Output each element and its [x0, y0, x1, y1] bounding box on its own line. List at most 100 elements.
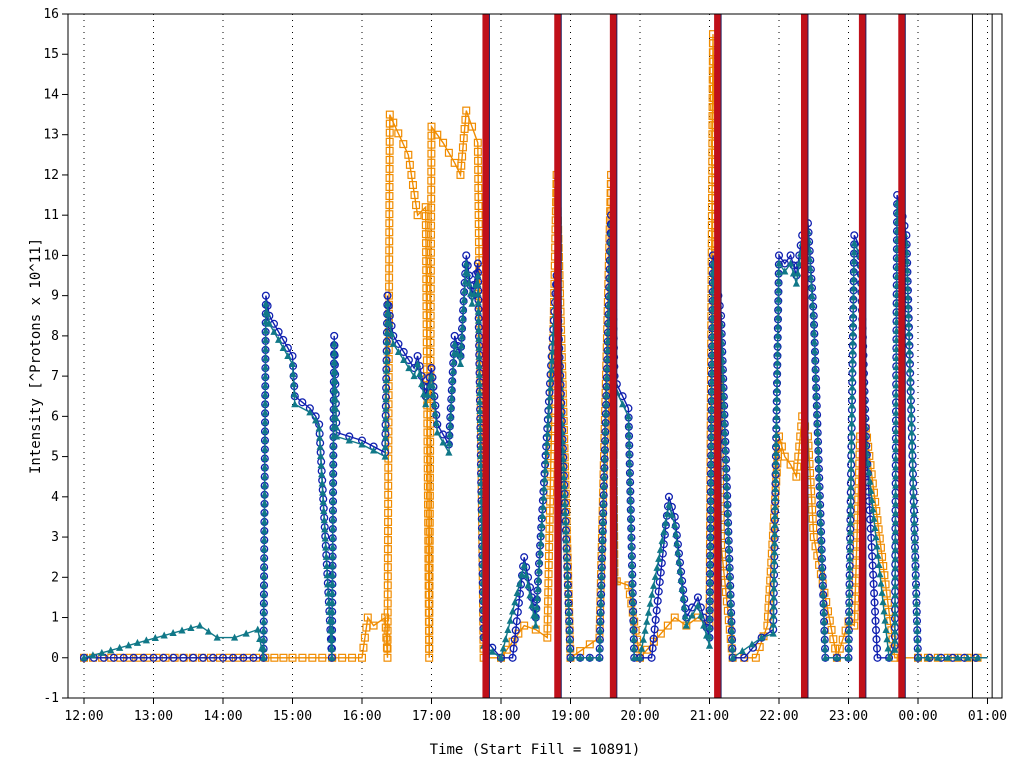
data-point [329, 542, 337, 550]
data-point [475, 352, 483, 360]
data-point [425, 599, 434, 608]
data-point [331, 395, 340, 403]
data-point [425, 545, 434, 554]
y-tick-label: 11 [43, 208, 59, 223]
data-point [385, 183, 394, 192]
data-point [427, 185, 436, 194]
data-point [650, 625, 659, 634]
y-tick-label: 0 [51, 651, 59, 666]
data-point [628, 570, 636, 578]
data-point [668, 510, 676, 518]
data-point [770, 566, 778, 574]
data-point [808, 301, 817, 309]
data-point [422, 257, 431, 266]
data-point [331, 386, 339, 394]
data-point [475, 325, 483, 333]
data-point [934, 653, 942, 661]
data-point [872, 533, 880, 541]
data-point [906, 374, 914, 382]
data-point [381, 433, 390, 441]
data-point [430, 400, 438, 408]
data-point [260, 635, 268, 643]
data-point [663, 621, 672, 630]
data-point [260, 544, 268, 552]
reference-lines [971, 14, 993, 698]
data-point [910, 518, 918, 526]
data-point [89, 651, 97, 659]
data-point [563, 563, 571, 571]
data-point [602, 409, 610, 417]
data-point [384, 527, 393, 536]
data-point [811, 355, 819, 363]
x-tick-label: 14:00 [203, 709, 242, 724]
data-point [328, 607, 336, 615]
data-point [819, 590, 827, 598]
data-point [807, 273, 815, 281]
data-point [330, 331, 339, 340]
data-point [412, 201, 421, 210]
data-point [422, 400, 430, 408]
data-point [426, 464, 435, 473]
data-point [848, 419, 856, 427]
data-point [317, 461, 325, 469]
data-point [813, 410, 821, 418]
data-point [773, 367, 781, 375]
data-point [426, 428, 435, 437]
data-point [639, 635, 648, 643]
data-point [812, 401, 821, 409]
data-point [546, 470, 555, 479]
data-point [449, 376, 457, 384]
data-point [329, 441, 338, 449]
data-point [474, 298, 482, 306]
data-point [913, 608, 921, 616]
data-point [601, 454, 609, 462]
data-point [597, 581, 605, 589]
data-point [383, 653, 392, 662]
data-point [850, 248, 858, 256]
data-point [385, 110, 394, 119]
data-point [462, 259, 470, 267]
data-point [694, 601, 702, 609]
data-point [199, 653, 208, 662]
data-point [891, 554, 899, 562]
data-point [774, 340, 782, 348]
data-point [604, 336, 612, 344]
data-point [792, 279, 800, 287]
data-point [80, 653, 88, 661]
data-point [904, 284, 912, 292]
beam-marker [714, 14, 722, 698]
data-point [262, 299, 270, 307]
data-point [427, 140, 436, 149]
data-point [520, 553, 529, 562]
data-point [817, 545, 826, 553]
data-point [727, 599, 735, 607]
y-axis-label: Intensity [^Protons x 10^11] [28, 238, 44, 474]
data-point [261, 454, 269, 462]
data-point [911, 563, 920, 571]
data-point [774, 251, 784, 260]
data-point [298, 653, 307, 662]
data-point [270, 653, 279, 662]
data-point [383, 545, 392, 554]
data-point [819, 599, 828, 607]
data-point [473, 138, 482, 147]
data-point [291, 400, 299, 408]
data-point [674, 548, 682, 556]
data-point [566, 653, 575, 661]
beam-marker [800, 14, 808, 698]
data-point [772, 412, 781, 420]
data-point [536, 548, 544, 556]
data-point [363, 613, 372, 622]
data-point [535, 566, 543, 574]
data-point [629, 607, 637, 615]
data-point [820, 626, 828, 634]
data-point [457, 350, 465, 358]
data-point [425, 653, 434, 662]
data-point [399, 140, 408, 149]
data-point [818, 563, 826, 571]
data-point [562, 536, 570, 544]
data-point [383, 572, 392, 581]
data-point [383, 337, 391, 345]
data-point [260, 572, 268, 580]
